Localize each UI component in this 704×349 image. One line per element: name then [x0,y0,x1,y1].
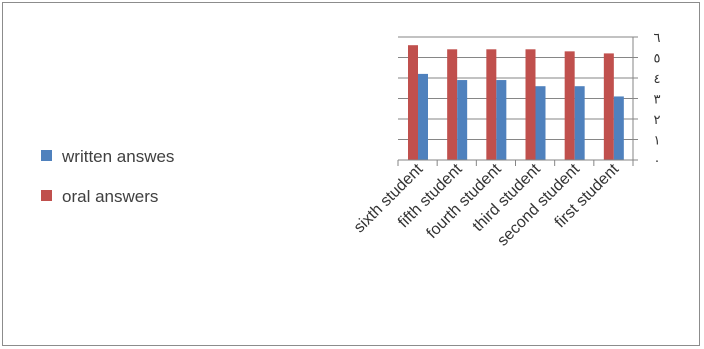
bar-written-answes-3 [496,80,507,160]
bar-oral-answers-1 [408,45,418,161]
legend-item: oral answers [41,187,271,211]
gridlines [398,36,633,140]
bar-oral-answers-5 [564,51,575,160]
y-tick-label: ١ [654,134,661,149]
legend-swatch [41,150,52,162]
bars [408,45,624,161]
bar-written-answes-2 [457,80,468,160]
y-tick-label: ٢ [654,113,661,128]
chart-frame: ٠ ١ ٢ ٣ ٤ ٥ ٦ sixth student fifth student fourth … [2,2,700,346]
y-tick-label: ٠ [654,154,661,169]
legend-item: written answes [41,147,271,171]
bar-written-answes-4 [535,86,546,160]
bar-oral-answers-4 [525,49,536,160]
legend-swatch [41,190,52,202]
bar-oral-answers-2 [447,49,458,160]
axes [397,36,638,166]
bar-written-answes-5 [574,86,585,160]
bar-written-answes-1 [418,73,428,160]
bar-oral-answers-6 [603,53,614,160]
legend-label: oral answers [62,187,159,206]
y-tick-label: ٣ [654,93,661,108]
y-tick-label: ٦ [654,31,661,46]
bar-written-answes-6 [613,96,624,160]
y-tick-label: ٥ [654,52,661,67]
legend-label: written answes [62,147,175,166]
y-tick-label: ٤ [654,72,661,87]
bar-oral-answers-3 [486,49,497,160]
